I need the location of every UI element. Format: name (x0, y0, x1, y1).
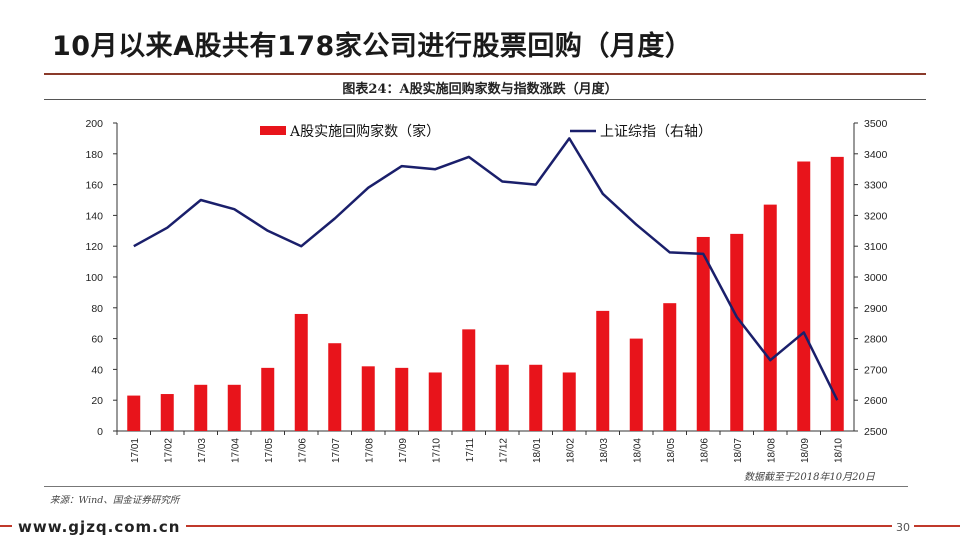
y-right-tick-label: 3400 (864, 149, 888, 161)
bar (797, 161, 811, 431)
bar (294, 313, 308, 431)
x-tick-label: 17/02 (163, 438, 174, 463)
y-right-tick-label: 2500 (864, 426, 888, 438)
x-tick-label: 18/09 (800, 438, 811, 463)
x-tick-label: 17/08 (364, 438, 375, 463)
line-series (133, 137, 839, 401)
x-tick-label: 17/05 (264, 438, 275, 463)
y-left-tick-label: 180 (85, 149, 103, 161)
x-tick-label: 18/01 (532, 438, 543, 463)
bar (830, 156, 844, 431)
bar (629, 338, 643, 431)
x-tick-label: 17/04 (230, 438, 241, 463)
bar (495, 364, 509, 431)
y-right-tick-label: 3500 (864, 118, 888, 130)
bar-series (127, 156, 844, 431)
x-tick-label: 17/03 (197, 438, 208, 463)
x-tick-label: 18/06 (699, 438, 710, 463)
bar (194, 384, 208, 431)
chart-title: 图表24：A股实施回购家数与指数涨跌（月度） (342, 82, 618, 97)
index-line (133, 137, 839, 401)
x-tick-label: 17/07 (331, 438, 342, 463)
x-tick-label: 18/04 (632, 438, 643, 463)
y-left-tick-label: 200 (85, 118, 103, 130)
footer-url[interactable]: www.gjzq.com.cn (12, 518, 187, 536)
y-right-tick-label: 2600 (864, 395, 888, 407)
x-tick-label: 18/10 (833, 438, 844, 463)
y-left-tick-label: 120 (85, 241, 103, 253)
title-divider (44, 73, 926, 75)
legend-line-label: 上证综指（右轴） (600, 124, 712, 140)
x-tick-label: 18/08 (766, 438, 777, 463)
bar (562, 372, 576, 431)
y-left-tick-label: 100 (85, 272, 103, 284)
x-tick-label: 18/05 (666, 438, 677, 463)
y-right-tick-label: 2700 (864, 364, 888, 376)
chart-legend: A股实施回购家数（家） 上证综指（右轴） (260, 123, 712, 140)
y-right-tick-label: 3300 (864, 180, 888, 192)
bar (227, 384, 241, 431)
slide-title: 10月以来A股共有178家公司进行股票回购（月度） (52, 31, 693, 62)
data-cutoff-note: 数据截至于2018年10月20日 (744, 472, 875, 483)
y-right-tick-label: 3000 (864, 272, 888, 284)
bar (696, 236, 710, 431)
y-left-tick-label: 140 (85, 210, 103, 222)
page-number: 30 (892, 521, 914, 534)
bar (529, 364, 543, 431)
legend-bar-label: A股实施回购家数（家） (289, 123, 440, 140)
y-right-tick-label: 2900 (864, 303, 888, 315)
y-left-tick-label: 60 (91, 334, 103, 346)
bar (730, 233, 744, 431)
x-tick-label: 18/07 (733, 438, 744, 463)
footer-bar: www.gjzq.com.cn 30 (0, 515, 960, 540)
bar (361, 366, 375, 431)
axis-labels: 0 20 40 60 80 100 120 140 160 180 200 2500 2600 2700 2… (85, 118, 887, 463)
footer-rule (0, 525, 960, 527)
bar (160, 394, 174, 431)
y-right-tick-label: 3100 (864, 241, 888, 253)
x-tick-label: 18/02 (565, 438, 576, 463)
legend-bar-swatch (260, 126, 286, 135)
x-tick-label: 18/03 (599, 438, 610, 463)
x-tick-label: 17/11 (465, 438, 476, 463)
x-tick-label: 17/06 (297, 438, 308, 463)
source-divider (44, 486, 908, 487)
bar (395, 367, 409, 431)
source-note: 来源：Wind、国金证券研究所 (50, 495, 180, 506)
bar (328, 343, 342, 431)
y-right-tick-label: 2800 (864, 334, 888, 346)
bar (428, 372, 442, 431)
y-left-tick-label: 0 (97, 426, 103, 438)
y-left-tick-label: 20 (91, 395, 103, 407)
y-left-tick-label: 80 (91, 303, 103, 315)
bar (462, 329, 476, 431)
x-tick-label: 17/01 (130, 438, 141, 463)
chart-title-divider (44, 99, 926, 100)
bar (763, 204, 777, 431)
y-right-tick-label: 3200 (864, 210, 888, 222)
y-left-tick-label: 40 (91, 364, 103, 376)
bar (596, 310, 610, 431)
y-left-tick-label: 160 (85, 180, 103, 192)
bar (261, 367, 275, 431)
x-tick-label: 17/12 (498, 438, 509, 463)
bar (663, 303, 677, 431)
x-tick-label: 17/09 (398, 438, 409, 463)
bar (127, 395, 141, 431)
x-tick-label: 17/10 (431, 438, 442, 463)
